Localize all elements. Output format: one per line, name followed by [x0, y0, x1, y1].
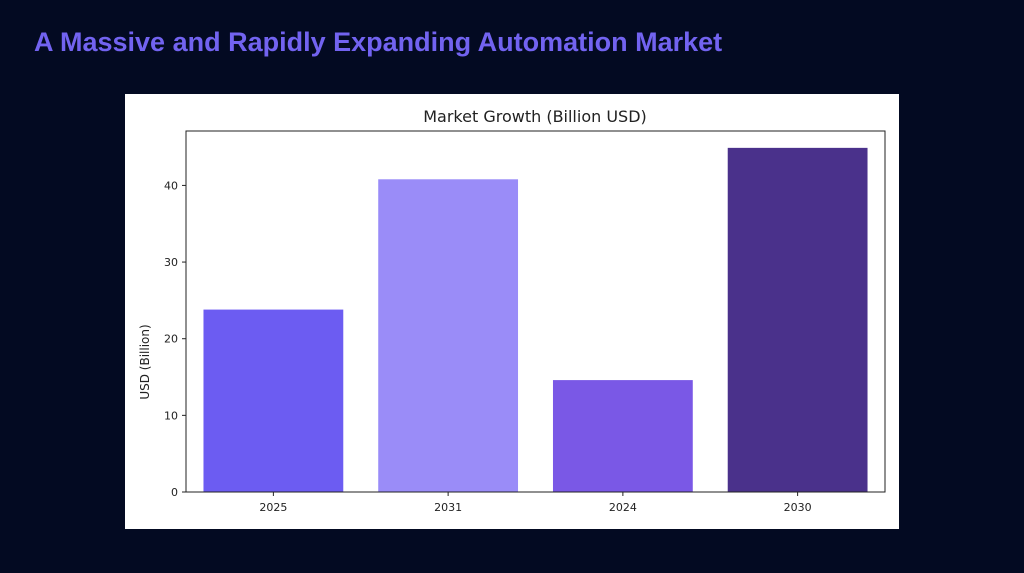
y-tick-label: 10	[164, 409, 178, 422]
bar-2025	[203, 309, 344, 492]
bars-layer	[203, 147, 868, 492]
bar-2024	[552, 380, 693, 492]
x-tick-label: 2025	[259, 501, 287, 514]
slide-title: A Massive and Rapidly Expanding Automati…	[34, 27, 723, 57]
bar-2031	[378, 179, 519, 492]
x-tick-label: 2024	[609, 501, 637, 514]
y-tick-label: 40	[164, 179, 178, 192]
y-tick-label: 0	[171, 486, 178, 499]
bar-chart: Market Growth (Billion USD) USD (Billion…	[138, 107, 886, 514]
x-tick-label: 2031	[434, 501, 462, 514]
chart-title: Market Growth (Billion USD)	[423, 107, 647, 126]
plot-frame	[185, 130, 886, 493]
x-tick-label: 2030	[784, 501, 812, 514]
chart-panel: Market Growth (Billion USD) USD (Billion…	[125, 94, 899, 529]
y-tick-label: 30	[164, 256, 178, 269]
bar-2030	[727, 147, 868, 492]
y-axis-title: USD (Billion)	[138, 324, 152, 399]
y-tick-label: 20	[164, 333, 178, 346]
